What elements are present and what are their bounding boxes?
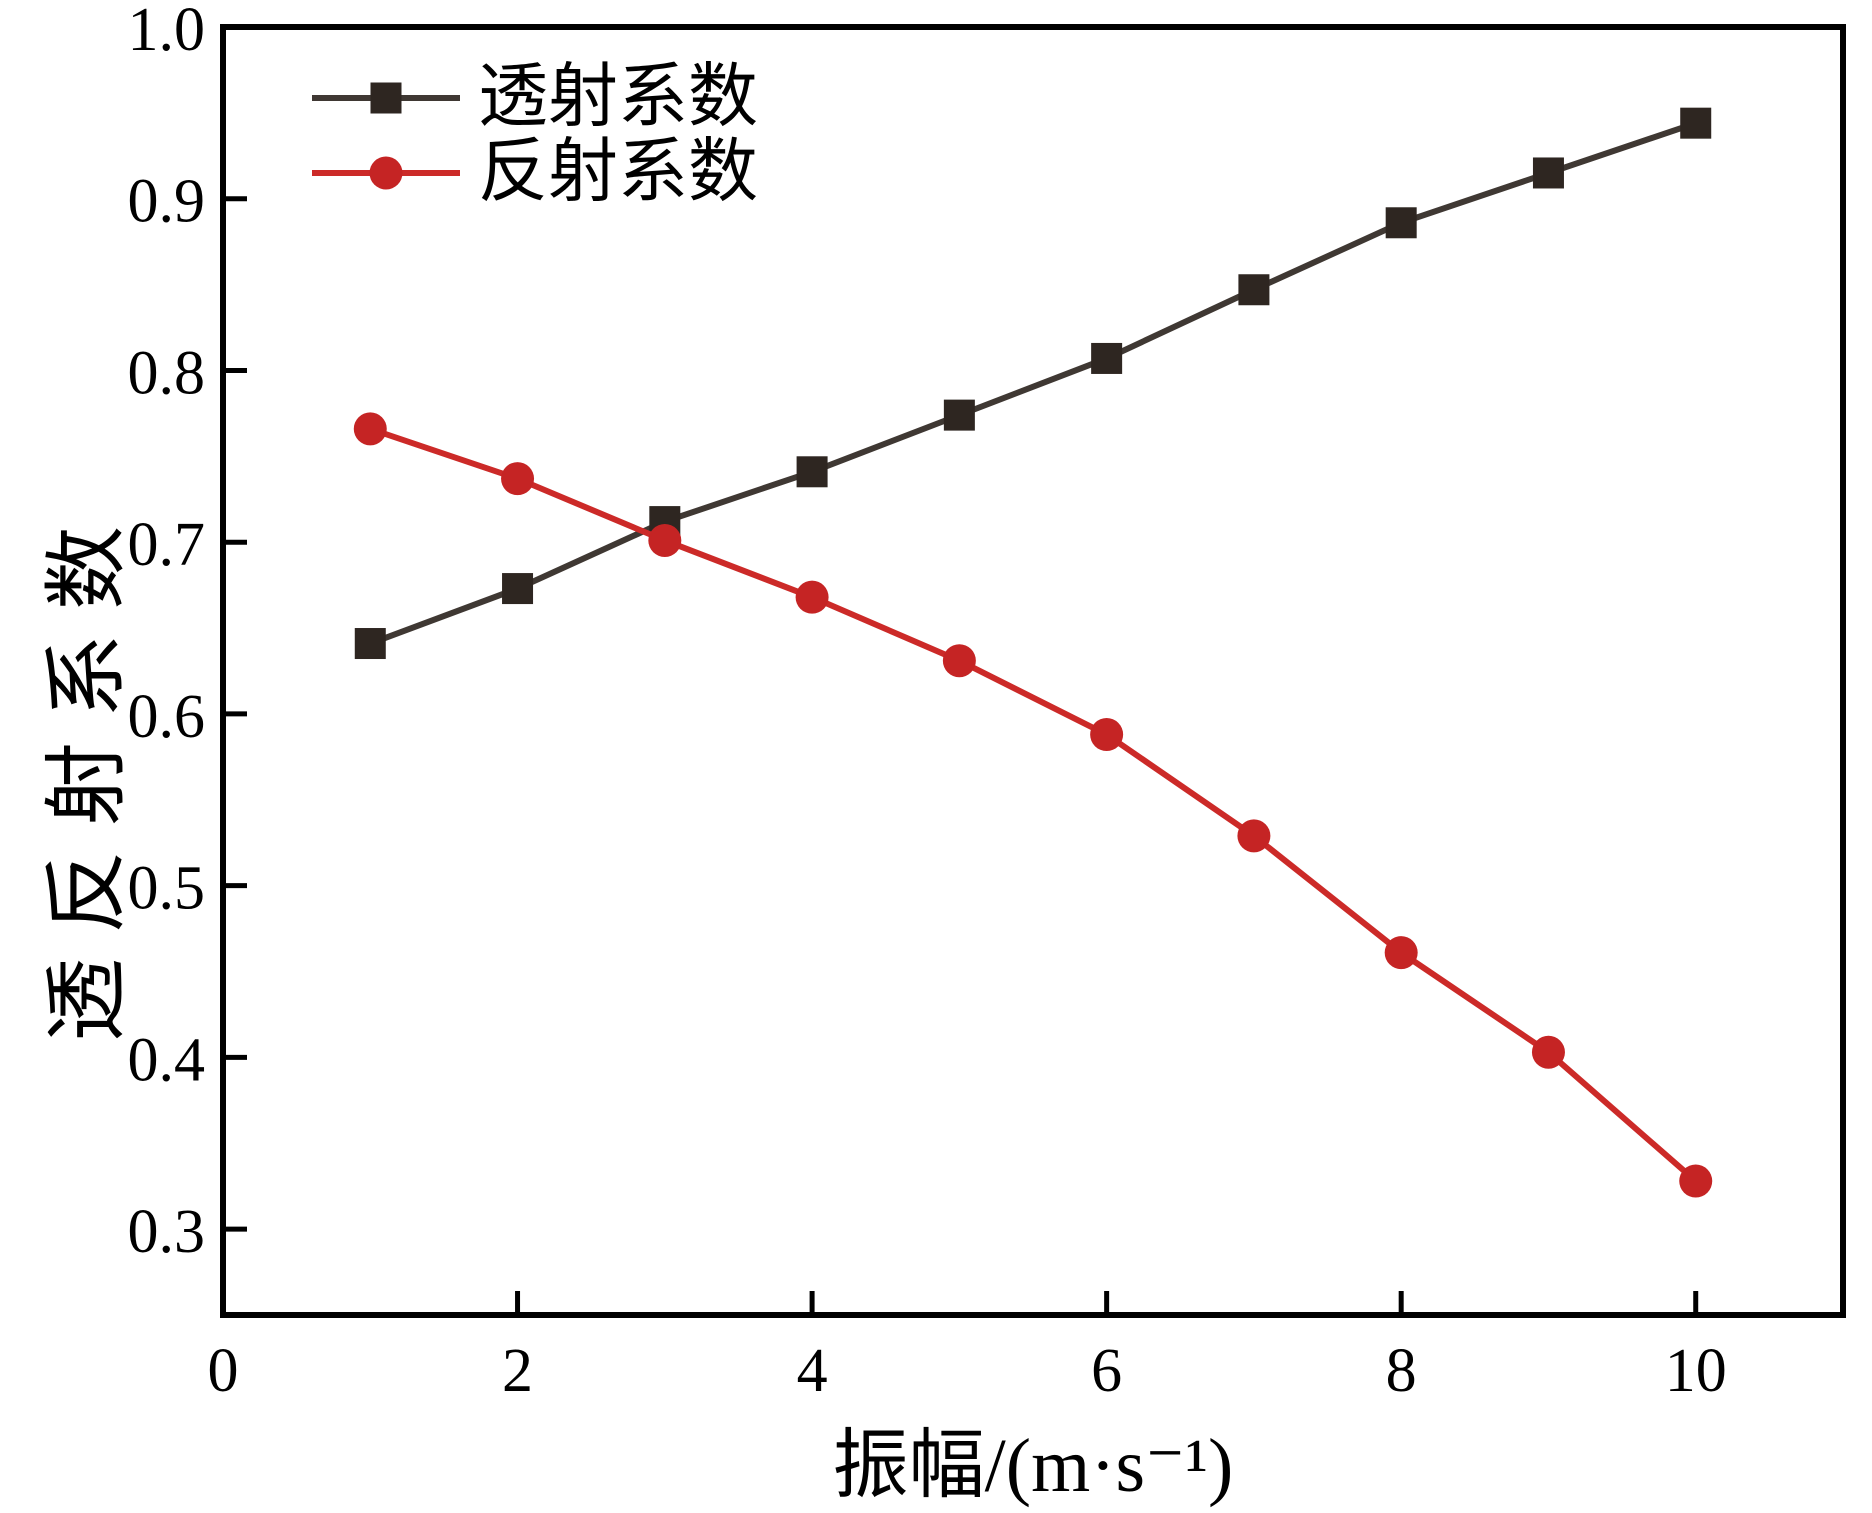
svg-text:0.6: 0.6 [128,683,206,751]
axis-box [220,24,1846,1318]
data-point-circle [1237,819,1271,853]
svg-text:0.4: 0.4 [128,1026,206,1094]
svg-text:0.9: 0.9 [128,168,206,236]
data-point-square [1385,207,1417,239]
x-axis-ticks [220,1291,1699,1315]
legend-label-reflection: 反射系数 [478,133,758,211]
x-axis-title: 振幅/(m·s⁻¹) [832,1424,1234,1508]
svg-text:0.7: 0.7 [128,511,206,579]
series-line [369,426,1698,1184]
data-point-square [1091,342,1123,374]
svg-text:0: 0 [208,1337,239,1405]
data-point-square [796,456,828,488]
svg-text:1.0: 1.0 [128,0,206,64]
y-axis-tick-labels: 0.3 0.4 0.5 0.6 0.7 0.8 0.9 1.0 [128,0,206,1266]
svg-text:6: 6 [1091,1337,1122,1405]
data-point-square [1680,107,1712,139]
data-point-circle [501,462,535,496]
legend-item-reflection: 反射系数 [312,135,758,210]
data-point-circle [1384,936,1418,970]
y-axis-title: 透反射系数 [41,501,135,1043]
data-point-square [943,399,975,431]
data-point-circle [648,523,682,557]
square-marker-icon [370,82,402,113]
series-line [369,120,1697,647]
svg-text:10: 10 [1665,1337,1727,1405]
svg-text:2: 2 [502,1337,533,1405]
data-point-square [354,628,386,660]
data-point-square [502,573,534,605]
svg-text:8: 8 [1386,1337,1417,1405]
legend-swatch-transmission [312,78,460,118]
data-point-circle [353,412,387,446]
legend-swatch-reflection [312,153,460,193]
data-point-circle [1531,1035,1565,1069]
x-axis-tick-labels: 0 2 4 6 8 10 [208,1337,1727,1405]
data-point-square [1238,274,1270,306]
svg-text:0.5: 0.5 [128,855,206,923]
data-point-circle [1090,718,1124,752]
y-axis-ticks [223,24,247,1232]
svg-text:4: 4 [797,1337,828,1405]
legend-label-transmission: 透射系数 [478,58,758,136]
data-point-circle [1679,1164,1713,1198]
svg-text:0.3: 0.3 [128,1198,206,1266]
legend: 透射系数 反射系数 [312,60,758,210]
series-reflection [353,412,1713,1198]
data-point-circle [795,580,829,614]
data-point-square [1532,157,1564,189]
svg-text:0.8: 0.8 [128,339,206,407]
legend-item-transmission: 透射系数 [312,60,758,135]
data-point-circle [942,644,976,678]
circle-marker-icon [369,156,403,189]
